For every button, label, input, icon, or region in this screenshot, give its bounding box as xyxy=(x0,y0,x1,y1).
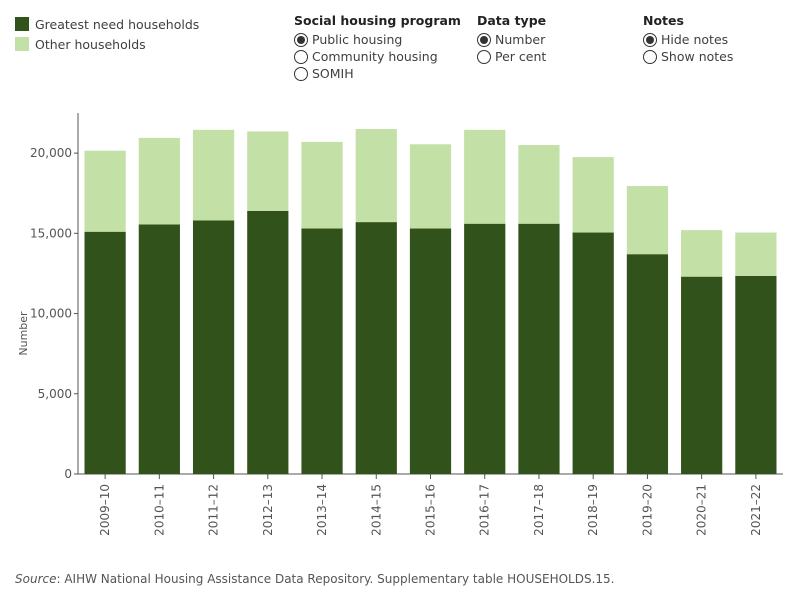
bar-greatest-need-2014–15 xyxy=(355,222,397,474)
radio-label-per-cent: Per cent xyxy=(495,49,547,64)
bar-greatest-need-2009–10 xyxy=(84,231,126,474)
x-tick-label: 2009–10 xyxy=(98,484,112,536)
bar-greatest-need-2016–17 xyxy=(464,223,506,474)
y-tick-label: 0 xyxy=(64,467,72,481)
bar-greatest-need-2011–12 xyxy=(192,220,235,474)
bar-greatest-need-2018–19 xyxy=(572,232,614,474)
bar-chart: 0 5,000 10,000 15,000 20,000 Number 2009–10 201… xyxy=(17,113,783,536)
source-label: Source xyxy=(15,572,57,586)
bar-other-2013–14 xyxy=(301,141,343,229)
radio-label-show-notes: Show notes xyxy=(661,49,734,64)
x-tick-label: 2016–17 xyxy=(478,484,492,536)
bar-other-2020–21 xyxy=(681,230,723,277)
radio-label-somih: SOMIH xyxy=(312,66,354,81)
notes-control: Notes Hide notes Show notes xyxy=(643,13,733,65)
bar-other-2010–11 xyxy=(138,137,180,225)
radio-circle-icon[interactable] xyxy=(294,49,308,64)
x-tick-label: 2021–22 xyxy=(749,484,763,536)
x-tick-label: 2014–15 xyxy=(369,484,383,536)
radio-label-public-housing: Public housing xyxy=(312,32,403,47)
x-tick-label: 2019–20 xyxy=(640,484,654,536)
radio-per-cent[interactable]: Per cent xyxy=(477,48,546,65)
x-tick-label: 2011–12 xyxy=(207,484,221,536)
legend-label-greatest-need: Greatest need households xyxy=(35,16,200,32)
bar-greatest-need-2013–14 xyxy=(301,228,343,474)
radio-circle-icon[interactable] xyxy=(643,49,657,64)
bar-other-2019–20 xyxy=(626,186,669,255)
radio-label-community-housing: Community housing xyxy=(312,49,438,64)
radio-show-notes[interactable]: Show notes xyxy=(643,48,733,65)
y-tick-label: 20,000 xyxy=(30,146,72,160)
bar-other-2016–17 xyxy=(464,129,506,224)
radio-number[interactable]: Number xyxy=(477,31,546,48)
x-tick-label: 2015–16 xyxy=(424,484,438,536)
source-text: : AIHW National Housing Assistance Data … xyxy=(56,572,615,586)
bar-greatest-need-2015–16 xyxy=(409,228,452,474)
data-type-control: Data type Number Per cent xyxy=(477,13,546,65)
legend: Greatest need households Other household… xyxy=(15,14,199,54)
legend-item-greatest-need[interactable]: Greatest need households xyxy=(15,14,199,34)
x-tick-label: 2017–18 xyxy=(532,484,546,536)
bar-greatest-need-2021–22 xyxy=(735,275,777,474)
source-note: Source: AIHW National Housing Assistance… xyxy=(15,572,614,586)
x-tick-label: 2013–14 xyxy=(315,484,329,536)
radio-circle-icon[interactable] xyxy=(294,66,308,81)
bar-greatest-need-2019–20 xyxy=(626,254,669,474)
radio-label-number: Number xyxy=(495,32,546,47)
bar-greatest-need-2017–18 xyxy=(518,223,560,474)
y-axis-title: Number xyxy=(17,311,30,356)
radio-circle-icon[interactable] xyxy=(643,32,657,47)
legend-item-other[interactable]: Other households xyxy=(15,34,199,54)
x-tick-label: 2018–19 xyxy=(586,484,600,536)
radio-label-hide-notes: Hide notes xyxy=(661,32,729,47)
social-housing-program-title: Social housing program xyxy=(294,13,461,28)
notes-title: Notes xyxy=(643,13,684,28)
bar-other-2012–13 xyxy=(247,131,289,211)
social-housing-program-control: Social housing program Public housing Co… xyxy=(294,13,461,82)
radio-hide-notes[interactable]: Hide notes xyxy=(643,31,733,48)
legend-label-other: Other households xyxy=(35,36,146,52)
bar-other-2015–16 xyxy=(409,144,452,229)
legend-swatch-greatest-need xyxy=(15,17,29,31)
bar-other-2009–10 xyxy=(84,150,126,232)
bar-other-2021–22 xyxy=(735,232,777,276)
x-tick-label: 2010–11 xyxy=(152,484,166,536)
y-tick-label: 10,000 xyxy=(30,307,72,321)
bar-other-2017–18 xyxy=(518,145,560,224)
radio-circle-icon[interactable] xyxy=(477,32,491,47)
radio-circle-icon[interactable] xyxy=(294,32,308,47)
radio-circle-icon[interactable] xyxy=(477,49,491,64)
x-tick-label: 2012–13 xyxy=(261,484,275,536)
bar-other-2011–12 xyxy=(192,129,235,221)
radio-community-housing[interactable]: Community housing xyxy=(294,48,461,65)
bar-other-2014–15 xyxy=(355,129,397,223)
bar-other-2018–19 xyxy=(572,157,614,233)
y-tick-label: 5,000 xyxy=(38,387,72,401)
bar-greatest-need-2020–21 xyxy=(681,276,723,474)
data-type-title: Data type xyxy=(477,13,547,28)
radio-public-housing[interactable]: Public housing xyxy=(294,31,461,48)
legend-swatch-other xyxy=(15,37,29,51)
x-tick-label: 2020–21 xyxy=(695,484,709,536)
y-tick-label: 15,000 xyxy=(30,226,72,240)
bar-greatest-need-2012–13 xyxy=(247,210,289,475)
radio-somih[interactable]: SOMIH xyxy=(294,65,461,82)
bar-greatest-need-2010–11 xyxy=(138,224,180,474)
